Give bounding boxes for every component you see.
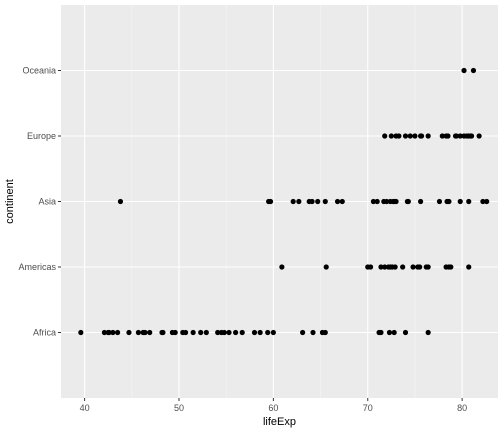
data-point: [270, 329, 276, 336]
y-tick-label: Africa: [33, 328, 56, 338]
data-point: [290, 198, 296, 205]
data-point: [135, 329, 141, 336]
data-point: [425, 133, 431, 139]
data-point: [374, 198, 380, 205]
data-point: [461, 67, 467, 74]
data-point: [382, 133, 388, 139]
data-point: [457, 133, 463, 139]
x-tick-label: 70: [363, 403, 373, 413]
data-point: [251, 329, 258, 336]
data-point: [396, 133, 402, 139]
data-point: [382, 264, 388, 270]
data-point: [126, 329, 132, 336]
data-point: [402, 133, 409, 139]
data-point: [106, 329, 112, 336]
data-point: [402, 329, 409, 336]
data-point: [265, 329, 271, 336]
data-point: [172, 329, 178, 336]
data-point: [334, 198, 341, 205]
data-point: [160, 329, 166, 336]
data-point: [457, 198, 463, 205]
data-point: [405, 198, 411, 205]
data-point: [315, 198, 321, 205]
y-tick-label: Americas: [18, 262, 56, 272]
x-tick-label: 80: [457, 403, 467, 413]
data-point: [257, 329, 263, 336]
data-point: [392, 264, 398, 270]
data-point: [117, 198, 124, 205]
data-point: [384, 198, 390, 205]
data-point: [412, 133, 418, 139]
x-tick-label: 40: [80, 403, 90, 413]
data-point: [480, 198, 486, 205]
data-point: [110, 329, 116, 336]
data-point: [468, 133, 475, 139]
data-point: [279, 264, 285, 270]
data-point: [466, 198, 472, 205]
data-point: [215, 329, 221, 336]
data-point: [115, 329, 121, 336]
data-point: [484, 198, 490, 205]
data-point: [378, 329, 384, 336]
data-point: [300, 329, 306, 336]
data-point: [417, 264, 423, 270]
data-point: [370, 198, 377, 205]
x-tick-label: 50: [174, 403, 184, 413]
data-point: [388, 133, 394, 139]
x-tick-label: 60: [268, 403, 278, 413]
data-point: [425, 329, 431, 336]
x-axis-ticks: 40 50 60 70 80: [80, 398, 467, 413]
y-tick-label: Europe: [27, 131, 56, 141]
data-point: [391, 329, 397, 336]
data-points: [78, 67, 490, 336]
data-point: [339, 198, 345, 205]
data-point: [233, 329, 239, 336]
data-point: [190, 329, 196, 336]
data-point: [203, 329, 209, 336]
data-point: [239, 329, 245, 336]
data-point: [101, 329, 108, 336]
data-point: [310, 329, 316, 336]
data-point: [476, 133, 482, 139]
data-point: [418, 133, 425, 139]
data-point: [147, 329, 153, 336]
data-point: [378, 264, 384, 270]
data-point: [309, 198, 315, 205]
data-point: [322, 198, 328, 205]
data-point: [78, 329, 84, 336]
x-axis-title: lifeExp: [263, 416, 296, 428]
data-point: [439, 133, 445, 139]
data-point: [296, 198, 302, 205]
data-point: [322, 329, 328, 336]
y-axis-ticks: Africa Americas Asia Europe Oceania: [18, 66, 61, 338]
data-point: [446, 198, 452, 205]
data-point: [198, 329, 204, 336]
data-point: [418, 198, 424, 205]
data-point: [390, 198, 396, 205]
data-point: [436, 198, 443, 205]
data-point: [445, 133, 451, 139]
data-point: [221, 329, 227, 336]
data-point: [410, 264, 416, 270]
data-point: [386, 329, 393, 336]
y-axis-title: continent: [4, 179, 16, 224]
data-point: [267, 198, 274, 205]
data-point: [226, 329, 232, 336]
data-point: [425, 264, 431, 270]
data-point: [182, 329, 189, 336]
data-point: [407, 133, 413, 139]
data-point: [323, 264, 329, 270]
data-point: [466, 264, 472, 270]
data-point: [142, 329, 148, 336]
data-point: [448, 264, 454, 270]
y-tick-label: Asia: [38, 197, 56, 207]
data-point: [453, 133, 460, 139]
data-point: [400, 264, 406, 270]
data-point: [470, 67, 477, 74]
data-point: [367, 264, 374, 270]
y-tick-label: Oceania: [22, 66, 56, 76]
